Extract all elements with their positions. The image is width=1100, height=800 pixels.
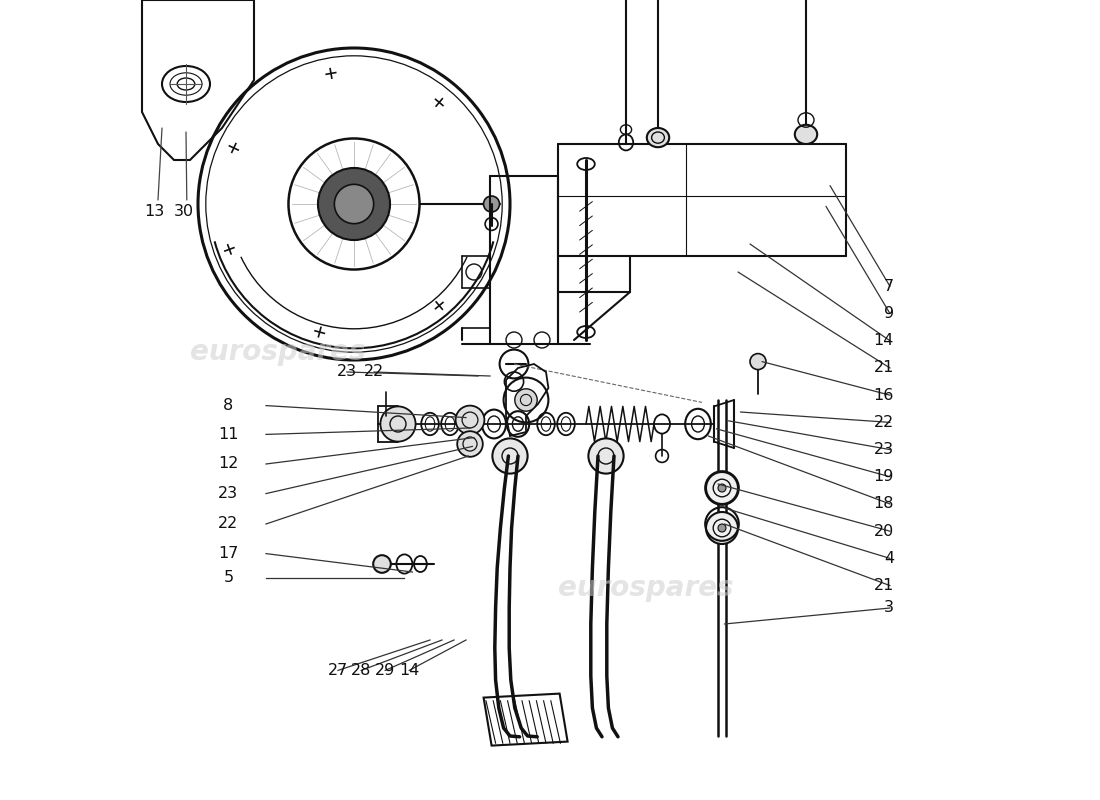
Text: 3: 3: [884, 601, 894, 615]
Text: 21: 21: [873, 578, 894, 593]
Ellipse shape: [706, 472, 738, 504]
Text: 30: 30: [174, 205, 194, 219]
Text: 4: 4: [884, 551, 894, 566]
Text: 22: 22: [218, 517, 239, 531]
Text: 23: 23: [873, 442, 894, 457]
Text: 20: 20: [873, 524, 894, 538]
Circle shape: [515, 389, 537, 411]
Ellipse shape: [718, 524, 726, 532]
Circle shape: [588, 438, 624, 474]
Ellipse shape: [647, 128, 669, 147]
Circle shape: [455, 406, 484, 434]
Circle shape: [458, 431, 483, 457]
Text: 27: 27: [328, 663, 348, 678]
Text: 19: 19: [873, 470, 894, 484]
Text: 22: 22: [873, 415, 894, 430]
Text: 23: 23: [337, 365, 356, 379]
Text: 14: 14: [399, 663, 419, 678]
Text: 18: 18: [873, 497, 894, 511]
Circle shape: [334, 184, 374, 224]
Text: 21: 21: [873, 361, 894, 375]
Text: eurospares: eurospares: [190, 338, 365, 366]
Text: 11: 11: [218, 427, 239, 442]
Text: eurospares: eurospares: [558, 574, 734, 602]
Text: 7: 7: [884, 279, 894, 294]
Text: 9: 9: [884, 306, 894, 321]
Text: 23: 23: [218, 486, 239, 501]
Text: 22: 22: [364, 365, 384, 379]
Circle shape: [484, 196, 499, 212]
Ellipse shape: [718, 484, 726, 492]
Text: 5: 5: [223, 570, 233, 585]
Text: 13: 13: [144, 205, 164, 219]
Circle shape: [381, 406, 416, 442]
Circle shape: [318, 168, 390, 240]
Text: 28: 28: [351, 663, 372, 678]
Text: 8: 8: [223, 398, 233, 413]
Circle shape: [493, 438, 528, 474]
Text: 14: 14: [873, 334, 894, 348]
Text: 16: 16: [873, 388, 894, 402]
Circle shape: [750, 354, 766, 370]
Ellipse shape: [706, 512, 738, 544]
Text: 29: 29: [375, 663, 395, 678]
Text: 17: 17: [218, 546, 239, 561]
Ellipse shape: [795, 125, 817, 144]
Text: 12: 12: [218, 457, 239, 471]
Ellipse shape: [373, 555, 390, 573]
